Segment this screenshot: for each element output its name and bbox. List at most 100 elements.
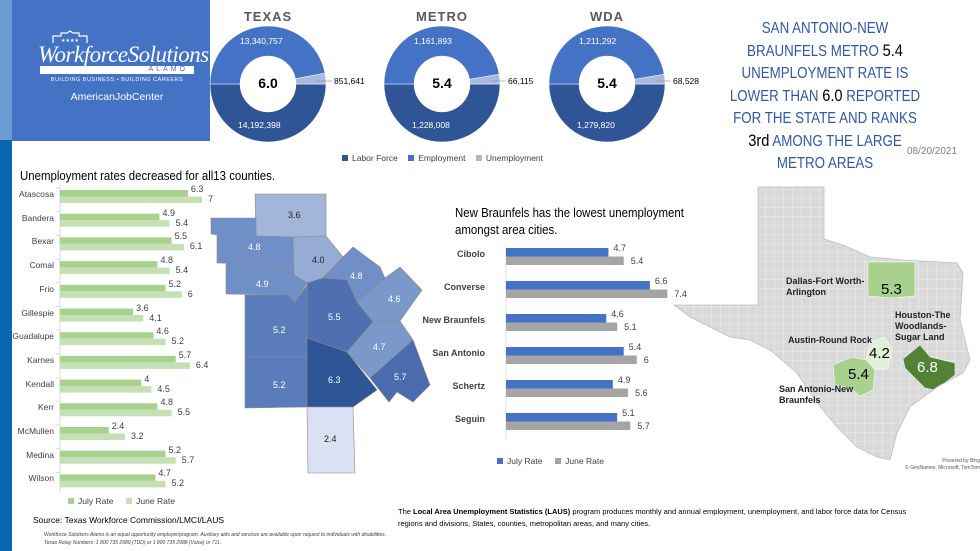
bar-july: [506, 347, 624, 356]
data-label-june: 7.4: [674, 289, 687, 299]
side-strip: [0, 0, 12, 140]
data-label-july: 4.8: [160, 255, 173, 266]
category-label: Kerr: [37, 402, 54, 413]
headline-line: LOWER THAN: [729, 88, 823, 105]
report-date: 08/20/2021: [907, 146, 958, 157]
logo-tagline: BUILDING BUSINESS • BUILDING CAREERS: [50, 77, 184, 83]
bar-june: [60, 267, 170, 275]
employment-value: 13,340,757: [240, 36, 283, 46]
map-value-san-antonio: 5.4: [848, 366, 869, 383]
bar-july: [506, 281, 650, 290]
bar-july: [60, 450, 166, 458]
map-value-austin: 4.2: [869, 345, 890, 362]
map-value-dfw: 5.3: [881, 281, 902, 298]
category-label: Bandera: [21, 212, 54, 223]
data-label-june: 4.5: [157, 383, 170, 394]
metro-rate: 5.4: [882, 41, 903, 60]
bar-june: [60, 480, 166, 488]
bar-july: [60, 237, 172, 244]
legend-swatch: [408, 155, 415, 161]
bar-july: [506, 314, 607, 323]
category-label: Karnes: [27, 354, 54, 365]
category-label: San Antonio: [432, 348, 485, 358]
map-credit: Powered by Bing © GeoNames, Microsoft, To…: [900, 458, 980, 472]
legend-swatch: [126, 498, 133, 504]
donut-center-rate: 5.4: [597, 75, 617, 91]
bar-july: [60, 261, 158, 268]
county-mcmullen: [306, 406, 356, 474]
labor-force-value: 1,279,820: [577, 120, 615, 130]
donut-legend: Labor Force Employment Unemployment: [342, 153, 543, 163]
labor-force-slice: [209, 83, 327, 143]
bar-july: [506, 380, 613, 389]
category-label: Comal: [29, 260, 54, 271]
bar-june: [506, 421, 631, 430]
workforce-solutions-logo: ★★★★ WorkforceSolutions ALAMO BUILDING B…: [12, 0, 210, 141]
data-label-june: 5.7: [637, 421, 650, 431]
alamo-building-icon: ★★★★: [52, 30, 88, 44]
unemployment-value: 68,528: [673, 76, 699, 86]
bar-july: [506, 413, 618, 422]
data-label-july: 5.5: [174, 231, 188, 242]
labor-force-value: 14,192,398: [238, 120, 281, 130]
category-label: Gillespie: [21, 307, 54, 318]
data-label-june: 5.2: [171, 478, 185, 489]
legend-swatch: [497, 458, 503, 464]
area-san-antonio: [832, 356, 876, 397]
state-rate: 6.0: [822, 86, 843, 105]
source-note: Source: Texas Workforce Commission/LMCI/…: [33, 515, 224, 525]
legend-label: June Rate: [565, 456, 604, 466]
county-value: 5.7: [394, 372, 407, 382]
bar-june: [60, 196, 203, 203]
legend-label: June Rate: [136, 496, 175, 506]
data-label-june: 5.6: [635, 388, 648, 398]
data-label-july: 5.4: [628, 342, 642, 352]
bar-june: [506, 355, 637, 364]
bar-july: [60, 427, 109, 434]
area-dfw: [867, 261, 916, 299]
headline-line: REPORTED: [842, 88, 921, 105]
category-label: Frio: [39, 283, 54, 294]
category-label: Schertz: [452, 381, 485, 391]
legend-swatch: [342, 155, 348, 161]
disclaimer-line: Texas Relay Numbers: 1 800 735 2989 (TDD…: [44, 540, 222, 546]
bar-june: [60, 315, 144, 322]
donut-center-rate: 6.0: [258, 75, 278, 91]
county-value: 4.8: [350, 271, 363, 281]
american-job-center-logo: AmericanJobCenter: [70, 91, 164, 103]
category-label: Cibolo: [457, 249, 485, 259]
unemployment-slice: [469, 73, 501, 85]
headline-line: SAN ANTONIO-NEW: [761, 20, 889, 37]
bar-june: [506, 256, 624, 265]
bar-july: [60, 213, 160, 221]
county-bar-chart: [56, 185, 203, 492]
bar-june: [60, 362, 190, 369]
category-label: Kendall: [25, 378, 54, 389]
data-label-june: 5.5: [177, 407, 191, 418]
data-label-july: 5.2: [168, 278, 182, 289]
labor-force-value: 1,228,008: [412, 120, 450, 130]
donut-title: METRO: [416, 9, 468, 24]
data-label-june: 5.7: [181, 454, 195, 465]
category-label: Wilson: [28, 473, 54, 484]
legend-label: July Rate: [78, 496, 114, 506]
county-value: 4.6: [388, 294, 401, 304]
data-label-june: 7: [208, 194, 214, 204]
county-value: 4.8: [248, 242, 261, 252]
texas-border: [672, 186, 971, 461]
disclaimer: Workforce Solutions Alamo is an equal op…: [44, 531, 386, 547]
headline-line: FOR THE STATE AND RANKS: [733, 110, 917, 127]
data-label-july: 4: [144, 373, 150, 384]
data-label-july: 4.7: [613, 243, 626, 253]
county-value: 6.3: [328, 375, 341, 385]
legend-label: July Rate: [507, 456, 543, 466]
data-label-july: 5.7: [178, 349, 192, 360]
labor-force-slice: [383, 83, 501, 143]
city-bar-chart: [505, 245, 668, 440]
employment-value: 1,161,893: [414, 36, 452, 46]
data-label-july: 4.9: [617, 375, 631, 385]
county-value: 3.6: [288, 210, 301, 220]
bar-july: [60, 474, 156, 481]
data-label-july: 4.8: [160, 397, 173, 408]
